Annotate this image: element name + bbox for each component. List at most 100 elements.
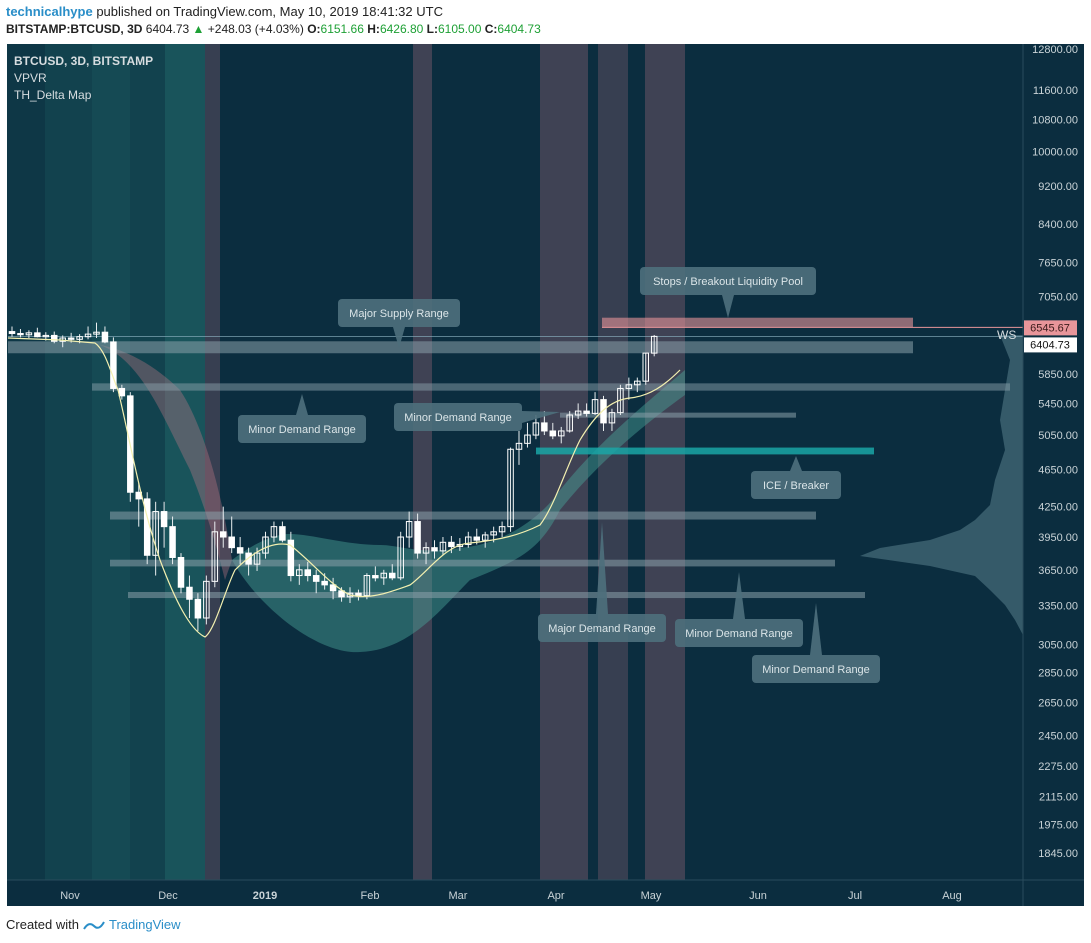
candle-body xyxy=(405,521,413,538)
minor-demand-band-4 xyxy=(128,592,865,599)
candle-body xyxy=(262,536,269,554)
author-link[interactable]: technicalhype xyxy=(6,4,93,19)
candle-body xyxy=(17,332,24,336)
annotation-box xyxy=(338,299,460,327)
major-supply-band xyxy=(8,341,913,354)
ma-cloud xyxy=(100,345,685,653)
candle-body xyxy=(414,521,421,554)
x-tick-label: 2019 xyxy=(253,890,277,902)
delta-band-red xyxy=(645,44,685,880)
chart-background xyxy=(7,44,1084,906)
y-tick-label: 5050.00 xyxy=(1038,430,1078,442)
liquidity-pool-band xyxy=(602,317,913,328)
candle-body xyxy=(439,541,447,552)
candle-body xyxy=(532,422,540,436)
candle-body xyxy=(498,526,506,533)
candle-body xyxy=(118,387,126,397)
major-demand-band xyxy=(110,511,816,520)
delta-map-bands xyxy=(7,44,685,880)
candle-body xyxy=(642,352,649,382)
delta-band-red xyxy=(205,44,220,880)
candle-body xyxy=(338,590,345,598)
y-tick-label: 7050.00 xyxy=(1038,292,1078,304)
chart-title: BTCUSD, 3D, BITSTAMP xyxy=(14,54,153,68)
candle-body xyxy=(312,575,320,582)
y-tick-label: 12800.00 xyxy=(1032,44,1078,56)
ma-line xyxy=(7,337,681,638)
y-tick-label: 2850.00 xyxy=(1038,668,1078,680)
y-tick-label: 3950.00 xyxy=(1038,532,1078,544)
candle-body xyxy=(591,399,599,414)
liquidity-price-text: 6545.67 xyxy=(1030,322,1070,334)
close-value: 6404.73 xyxy=(497,22,541,36)
annotation-tail xyxy=(733,572,745,619)
y-axis-panel xyxy=(1023,44,1084,880)
x-tick-label: Mar xyxy=(449,890,468,902)
delta-band-red xyxy=(413,44,432,880)
annotation-label: Minor Demand Range xyxy=(752,603,880,683)
candle-body xyxy=(211,531,219,582)
candle-body xyxy=(110,341,117,389)
annotation-label: Stops / Breakout Liquidity Pool xyxy=(640,267,816,318)
candle-body xyxy=(625,384,633,389)
candle-body xyxy=(558,430,565,437)
candle-body xyxy=(541,422,548,432)
low-label: L: xyxy=(426,22,438,36)
delta-band-green xyxy=(165,44,205,880)
annotation-label: Minor Demand Range xyxy=(238,394,366,443)
symbol-header: BITSTAMP:BTCUSD, 3D 6404.73 ▲ +248.03 (+… xyxy=(6,22,541,36)
publish-header: technicalhype published on TradingView.c… xyxy=(6,4,443,19)
candle-body xyxy=(431,547,438,552)
liquidity-price-tag xyxy=(1024,320,1077,336)
annotation-text: Major Supply Range xyxy=(349,308,449,320)
x-tick-label: Jun xyxy=(749,890,767,902)
ws-label: WS xyxy=(997,328,1016,342)
indicator-delta-map: TH_Delta Map xyxy=(14,88,92,102)
annotation-box xyxy=(752,655,880,683)
annotation-box xyxy=(751,471,841,499)
candle-body xyxy=(177,556,185,588)
minor-demand-band-3 xyxy=(110,559,835,567)
annotation-label: ICE / Breaker xyxy=(751,456,841,499)
candle-body xyxy=(465,536,472,545)
x-tick-label: Apr xyxy=(547,890,564,902)
minor-demand-band-1 xyxy=(92,383,1010,391)
tradingview-brand[interactable]: TradingView xyxy=(108,917,181,932)
volume-profile xyxy=(860,335,1023,635)
y-tick-label: 10000.00 xyxy=(1032,146,1078,158)
candle-body xyxy=(600,399,607,424)
open-value: 6151.66 xyxy=(320,22,364,36)
candle-body xyxy=(490,531,497,536)
published-text: published on TradingView.com, May 10, 20… xyxy=(96,4,443,19)
annotation-text: ICE / Breaker xyxy=(763,480,829,492)
axes: 12800.00 11600.00 10800.00 10000.00 9200.00 8… xyxy=(7,44,1084,906)
candle-body xyxy=(583,410,590,414)
annotation-text: Major Demand Range xyxy=(548,623,656,635)
candle-body xyxy=(566,414,573,432)
annotation-box xyxy=(675,619,803,647)
candle-body xyxy=(507,448,514,528)
annotation-tail xyxy=(522,411,560,423)
symbol-label: BITSTAMP:BTCUSD, 3D xyxy=(6,22,143,36)
x-tick-label: May xyxy=(641,890,662,902)
y-tick-label: 4650.00 xyxy=(1038,464,1078,476)
y-tick-label: 2275.00 xyxy=(1038,761,1078,773)
y-tick-label: 4250.00 xyxy=(1038,502,1078,514)
candle-body xyxy=(152,511,159,556)
annotation-text: Minor Demand Range xyxy=(248,424,356,436)
candle-body xyxy=(34,332,41,338)
candle-body xyxy=(634,380,641,386)
y-tick-label: 10800.00 xyxy=(1032,115,1078,127)
candle-body xyxy=(76,336,83,340)
annotation-label: Minor Demand Range xyxy=(675,572,803,647)
candle-body xyxy=(574,410,582,416)
candle-body xyxy=(25,332,33,336)
candle-body xyxy=(253,552,261,565)
candle-body xyxy=(270,526,278,538)
minor-demand-band-2 xyxy=(560,412,796,418)
candle-body xyxy=(481,534,489,541)
candle-body xyxy=(355,592,362,597)
y-tick-label: 3650.00 xyxy=(1038,565,1078,577)
candle-body xyxy=(549,430,557,437)
